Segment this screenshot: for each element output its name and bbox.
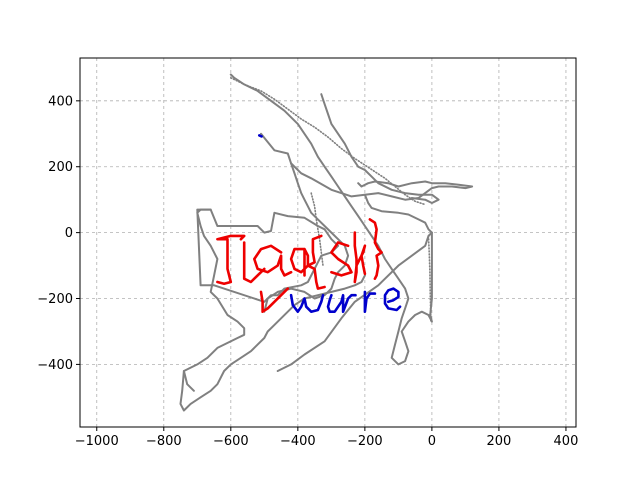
- y-tick-label: 0: [65, 226, 73, 241]
- x-tick-label: −200: [347, 434, 383, 449]
- series-red-path: [259, 287, 290, 313]
- series-gray-path: [230, 77, 426, 206]
- series-gray-path: [179, 274, 366, 412]
- series-red-path: [368, 218, 383, 280]
- series-red-path: [289, 247, 310, 277]
- x-tick-label: −800: [146, 434, 182, 449]
- series-gray-path: [260, 132, 433, 372]
- x-tick-label: −600: [213, 434, 249, 449]
- x-tick-label: 0: [428, 434, 436, 449]
- series-gray-path: [357, 180, 474, 201]
- series-red-path: [253, 244, 293, 277]
- series-red-path: [216, 234, 246, 285]
- series-gray-path: [263, 162, 350, 313]
- series-gray-path: [320, 93, 440, 204]
- x-tick-label: −400: [280, 434, 316, 449]
- series-blue-path: [326, 293, 357, 313]
- y-axis: −400 −200 0 200 400: [37, 94, 80, 373]
- series-blue-path: [363, 290, 377, 313]
- series-blue-path: [258, 134, 263, 138]
- series-red-path: [353, 231, 367, 284]
- series-gray-path: [182, 208, 246, 392]
- series-red-path: [330, 241, 353, 277]
- series-red-path: [306, 234, 326, 290]
- x-tick-label: 400: [554, 434, 579, 449]
- y-tick-label: −200: [37, 292, 73, 307]
- series-gray-path: [196, 208, 340, 303]
- series-red-path: [242, 241, 266, 284]
- y-tick-label: −400: [37, 358, 73, 373]
- series-gray-path: [229, 73, 433, 366]
- axes-frame: [79, 57, 577, 428]
- x-axis: −1000 −800 −600 −400 −200 0 200 400: [75, 427, 579, 449]
- series-gray-path: [427, 235, 432, 323]
- series-blue-path: [289, 293, 325, 313]
- y-tick-label: 200: [48, 160, 73, 175]
- y-tick-label: 400: [48, 94, 73, 109]
- series-layer: [179, 73, 474, 412]
- x-tick-label: −1000: [75, 434, 119, 449]
- series-blue-path: [383, 287, 402, 312]
- x-tick-label: 200: [487, 434, 512, 449]
- series-gray-path: [310, 192, 324, 267]
